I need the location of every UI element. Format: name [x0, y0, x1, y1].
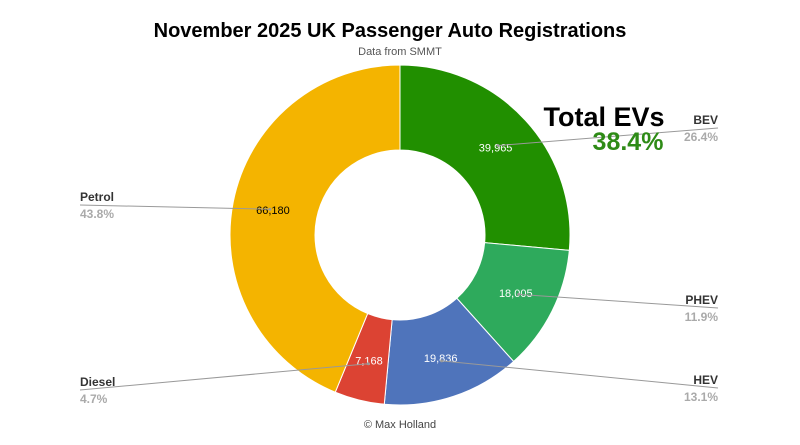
legend-percent-diesel: 4.7%	[80, 392, 108, 406]
legend-percent-phev: 11.9%	[685, 310, 719, 324]
value-label-petrol: 66,180	[256, 205, 290, 217]
legend-name-diesel: Diesel	[80, 375, 115, 389]
legend-percent-hev: 13.1%	[684, 390, 718, 404]
leader-line-phev	[518, 293, 719, 309]
legend-percent-petrol: 43.8%	[80, 207, 114, 221]
slice-bev[interactable]	[399, 64, 571, 251]
value-label-bev: 39,965	[479, 143, 513, 155]
total-evs-label: Total EVs	[543, 102, 664, 132]
legend-name-petrol: Petrol	[80, 190, 114, 204]
leader-dot-phev	[517, 292, 521, 296]
legend-name-bev: BEV	[693, 113, 718, 127]
value-label-diesel: 7,168	[355, 356, 383, 368]
leader-line-hev	[441, 360, 719, 389]
chart-subtitle: Data from SMMT	[358, 46, 442, 58]
value-label-hev: 19,836	[424, 353, 458, 365]
legend-percent-bev: 26.4%	[684, 130, 718, 144]
leader-dot-petrol	[268, 207, 272, 211]
value-label-phev: 18,005	[499, 288, 533, 300]
leader-dot-bev	[496, 144, 500, 148]
chart-title: November 2025 UK Passenger Auto Registra…	[154, 20, 627, 42]
leader-dot-diesel	[366, 362, 370, 366]
legend-name-hev: HEV	[693, 373, 718, 387]
slice-petrol[interactable]	[229, 64, 401, 393]
leader-line-bev	[497, 127, 719, 147]
legend-name-phev: PHEV	[685, 293, 718, 307]
leader-dot-hev	[440, 359, 444, 363]
leader-line-diesel	[79, 363, 369, 391]
footer-credit: © Max Holland	[364, 419, 436, 431]
total-evs-value: 38.4%	[593, 128, 664, 156]
leader-line-petrol	[79, 204, 270, 210]
